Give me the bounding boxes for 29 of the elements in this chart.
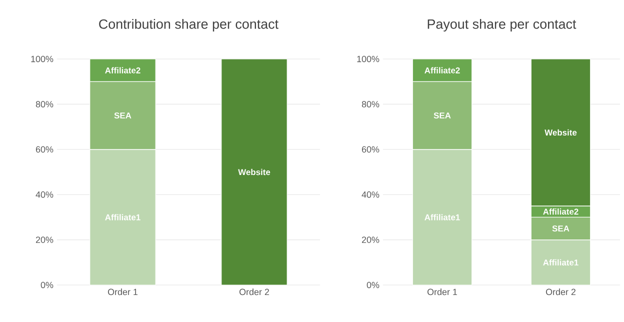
chart-title: Payout share per contact bbox=[428, 18, 576, 32]
chart-title: Contribution share per contact bbox=[99, 18, 278, 32]
y-tick-label: 0% bbox=[40, 282, 54, 288]
series-label: SEA bbox=[114, 112, 132, 118]
y-tick-label: 60% bbox=[362, 146, 380, 153]
series-label: Affiliate2 bbox=[105, 67, 140, 74]
text: Affiliate2 bbox=[424, 67, 460, 74]
series-label: Affiliate2 bbox=[543, 208, 578, 215]
x-tick-label: Order 1 bbox=[108, 288, 138, 296]
y-tick-label: 80% bbox=[36, 101, 54, 108]
series-label: Website bbox=[544, 129, 577, 136]
y-tick-label: 40% bbox=[362, 191, 380, 198]
y-tick-label: 20% bbox=[362, 236, 380, 243]
y-tick-label: 60% bbox=[36, 146, 54, 153]
x-tick-label: Order 2 bbox=[239, 288, 269, 296]
y-tick-label: 100% bbox=[357, 56, 380, 62]
y-tick-label: 80% bbox=[362, 101, 380, 108]
text: SEA bbox=[434, 112, 451, 118]
series-label: SEA bbox=[552, 226, 570, 232]
x-tick-label: Order 2 bbox=[546, 288, 576, 296]
y-tick-label: 20% bbox=[36, 236, 54, 243]
y-tick-label: 40% bbox=[36, 191, 54, 198]
series-label: Affiliate1 bbox=[424, 214, 460, 220]
y-tick-label: 0% bbox=[366, 282, 380, 288]
x-tick-label: Order 1 bbox=[427, 288, 458, 296]
text: Affiliate1 bbox=[543, 259, 578, 266]
series-label: Affiliate1 bbox=[105, 214, 140, 220]
y-tick-label: 100% bbox=[31, 56, 54, 62]
series-label: Website bbox=[238, 168, 270, 176]
